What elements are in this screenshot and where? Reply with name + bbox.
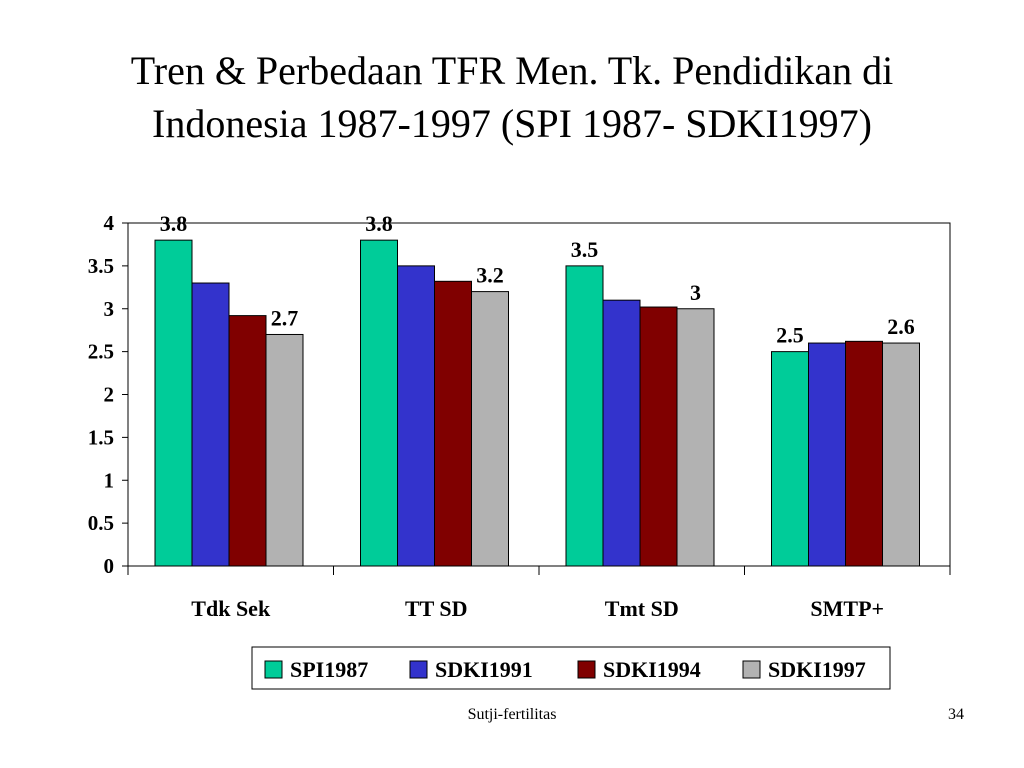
legend: SPI1987 SDKI1991 SDKI1994 SDKI1997 (251, 646, 891, 690)
bar-sdki1997-3 (882, 342, 920, 567)
bar-sdki1994-2 (639, 306, 678, 567)
x-tick-label: SMTP+ (810, 596, 884, 621)
bar-sdki1997-1 (471, 291, 509, 567)
bar-sdki1991-3 (808, 342, 846, 567)
legend-label-spi1987: SPI1987 (290, 657, 368, 682)
y-tick-label: 2 (104, 383, 115, 407)
legend-label-sdki1997: SDKI1997 (768, 657, 866, 682)
y-tick-label: 3.5 (88, 254, 114, 278)
axes-group: 0 0.5 1 1.5 2 2.5 3 3.5 4 Tdk Sek TT SD Tmt SD SMTP+ (88, 211, 951, 621)
y-tick-label: 1.5 (88, 425, 114, 449)
bar-sdki1997-0 (265, 333, 304, 567)
data-label: 3.8 (160, 211, 188, 236)
data-label: 2.7 (271, 305, 299, 330)
y-tick-label: 0 (104, 554, 115, 578)
bar-spi1987-1 (360, 239, 398, 567)
legend-label-sdki1994: SDKI1994 (603, 657, 701, 682)
data-label: 3.8 (365, 211, 393, 236)
y-tick-label: 4 (104, 211, 115, 235)
data-label: 3.2 (476, 263, 504, 288)
legend-box (251, 646, 891, 690)
legend-label-sdki1991: SDKI1991 (435, 657, 533, 682)
bar-sdki1991-1 (397, 265, 435, 567)
data-labels-group: 3.8 2.7 3.8 3.2 3.5 3 2.5 2.6 (160, 211, 915, 347)
bar-spi1987-2 (565, 265, 604, 567)
legend-swatch-sdki1994 (577, 660, 596, 679)
bar-sdki1994-1 (434, 280, 472, 567)
bar-sdki1991-2 (602, 299, 641, 567)
data-label: 2.5 (776, 323, 804, 348)
bar-spi1987-3 (771, 351, 809, 567)
x-tick-label: Tmt SD (605, 596, 679, 621)
bar-sdki1994-0 (228, 315, 267, 567)
footer-label: Sutji-fertilitas (467, 706, 557, 723)
y-tick-label: 0.5 (88, 511, 114, 535)
slide-title: Tren & Perbedaan TFR Men. Tk. Pendidikan… (40, 44, 984, 150)
bar-sdki1994-3 (845, 340, 883, 567)
legend-swatch-spi1987 (264, 660, 283, 679)
legend-swatch-sdki1997 (742, 660, 761, 679)
bar-sdki1997-2 (676, 308, 715, 567)
title-line-1: Tren & Perbedaan TFR Men. Tk. Pendidikan… (130, 48, 894, 93)
y-tick-label: 2.5 (88, 340, 114, 364)
x-tick-label: Tdk Sek (191, 596, 271, 621)
data-label: 3.5 (571, 237, 599, 262)
x-tick-label: TT SD (405, 596, 468, 621)
data-label: 3 (690, 280, 701, 305)
bars-group (154, 239, 920, 567)
y-tick-label: 3 (104, 297, 115, 321)
bar-spi1987-0 (154, 239, 193, 567)
legend-swatch-sdki1991 (409, 660, 428, 679)
data-label: 2.6 (887, 314, 915, 339)
title-line-2: Indonesia 1987-1997 (SPI 1987- SDKI1997) (152, 101, 872, 146)
bar-sdki1991-0 (191, 282, 230, 567)
y-tick-label: 1 (104, 468, 115, 492)
page-number: 34 (948, 706, 964, 723)
